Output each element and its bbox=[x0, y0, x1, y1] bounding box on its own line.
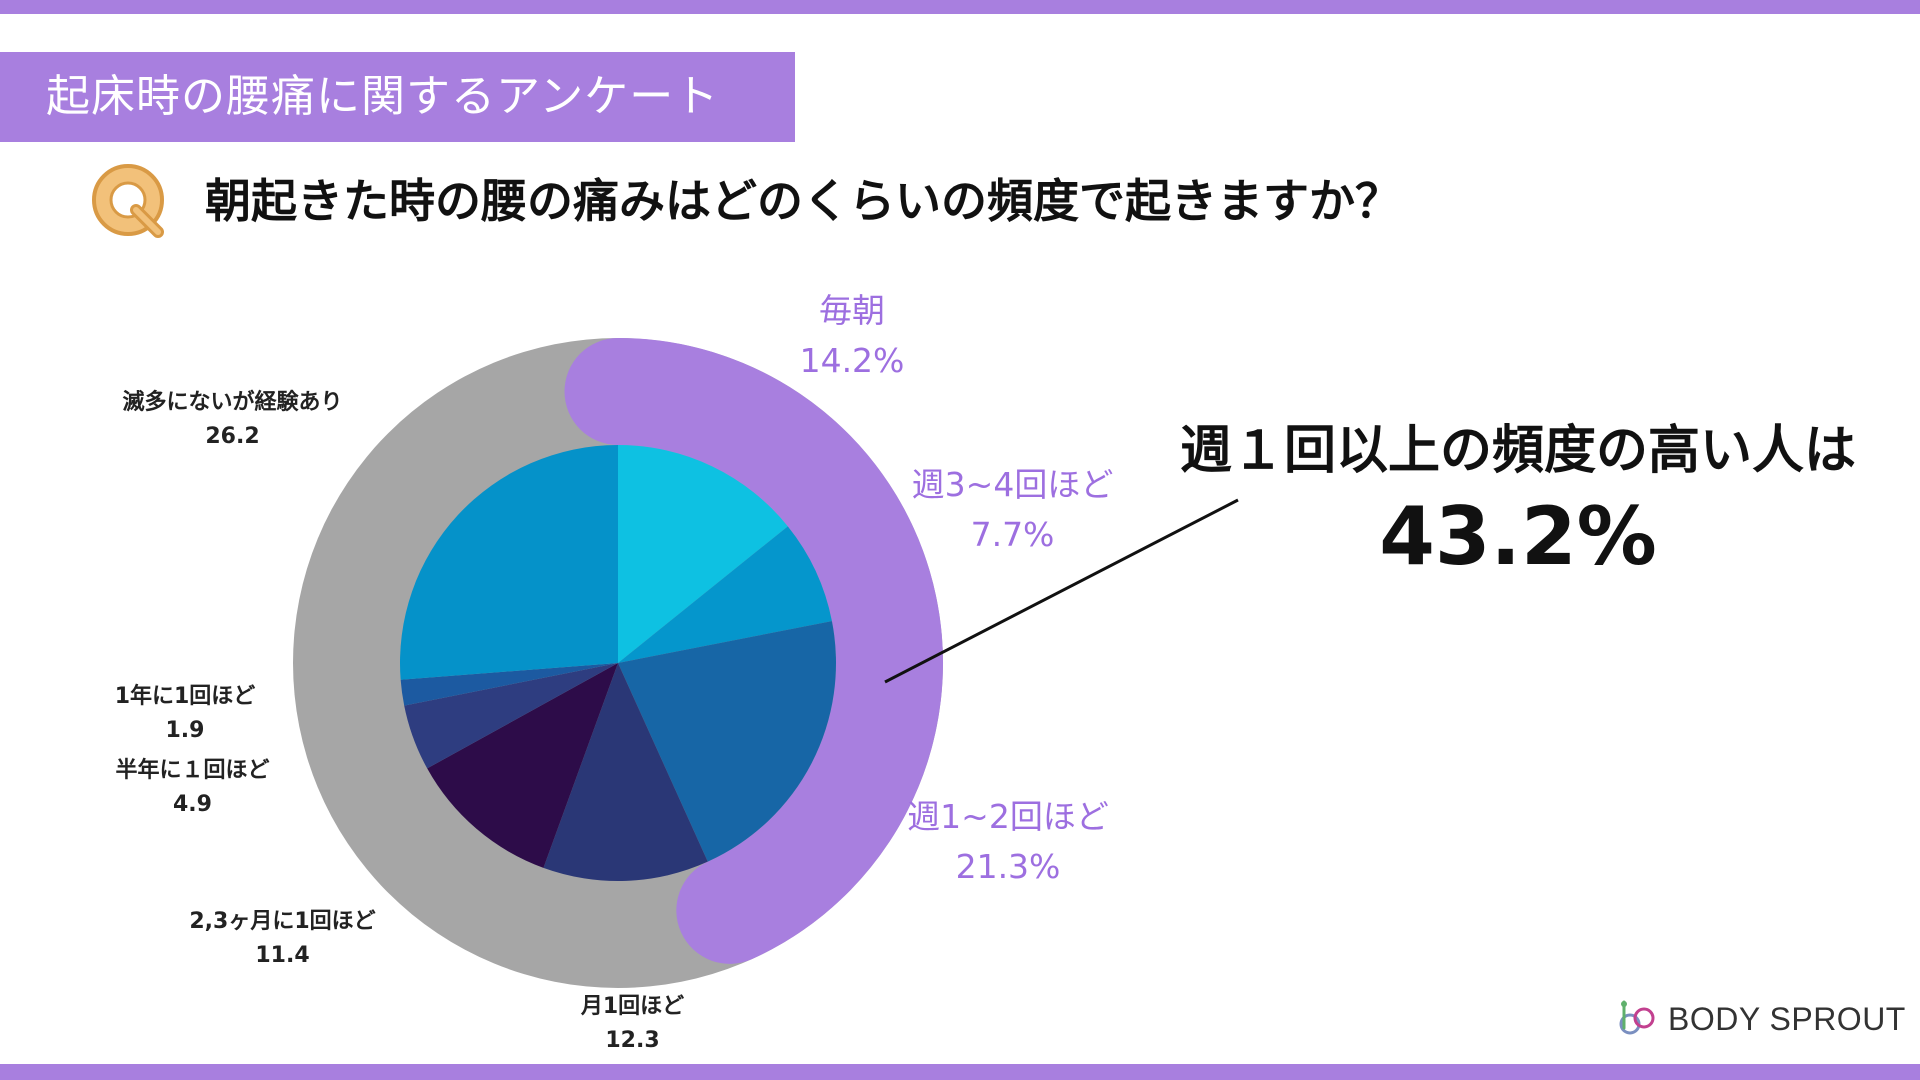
top-accent-bar bbox=[0, 0, 1920, 14]
label-yearly: 1年に1回ほど 1.9 bbox=[85, 680, 285, 748]
label-1-2-weekly: 週1~2回ほど 21.3% bbox=[888, 792, 1128, 892]
pie-slice-6 bbox=[404, 663, 618, 769]
label-every-morning-value: 14.2% bbox=[799, 341, 905, 380]
label-rarely-value: 26.2 bbox=[205, 424, 260, 449]
callout-leader-line bbox=[884, 498, 1239, 684]
callout-text: 週１回以上の頻度の高い人は bbox=[1179, 421, 1856, 481]
pie-slice-8 bbox=[400, 445, 618, 680]
label-3-4-weekly-name: 週3~4回ほど bbox=[911, 465, 1114, 504]
bottom-accent-bar bbox=[0, 1064, 1920, 1080]
label-1-2-weekly-name: 週1~2回ほど bbox=[907, 797, 1109, 836]
brand-logo: BODY SPROUT bbox=[1616, 998, 1906, 1040]
label-3-4-weekly-value: 7.7% bbox=[970, 515, 1055, 554]
label-half-year: 半年に１回ほど 4.9 bbox=[85, 754, 300, 822]
label-half-year-value: 4.9 bbox=[173, 792, 212, 817]
pie-slice-7 bbox=[400, 663, 618, 706]
label-rarely-name: 滅多にないが経験あり bbox=[122, 390, 343, 415]
question-q-icon bbox=[92, 164, 164, 238]
label-2-3-months-name: 2,3ヶ月に1回ほど bbox=[189, 909, 376, 934]
pie-slice-5 bbox=[427, 663, 618, 868]
label-rarely: 滅多にないが経験あり 26.2 bbox=[80, 386, 385, 454]
label-yearly-name: 1年に1回ほど bbox=[114, 684, 256, 709]
label-monthly-value: 12.3 bbox=[605, 1028, 660, 1053]
label-every-morning-name: 毎朝 bbox=[819, 291, 885, 330]
sprout-logo-icon bbox=[1619, 1000, 1655, 1035]
label-2-3-months-value: 11.4 bbox=[255, 943, 310, 968]
label-monthly-name: 月1回ほど bbox=[580, 994, 685, 1019]
label-half-year-name: 半年に１回ほど bbox=[115, 758, 270, 783]
callout-value: 43.2% bbox=[1379, 490, 1657, 583]
highlight-ring-arc bbox=[564, 338, 943, 964]
label-2-3-months: 2,3ヶ月に1回ほど 11.4 bbox=[160, 905, 405, 973]
label-yearly-value: 1.9 bbox=[165, 718, 205, 743]
label-1-2-weekly-value: 21.3% bbox=[955, 847, 1061, 886]
question-text: 朝起きた時の腰の痛みはどのくらいの頻度で起きますか？ bbox=[205, 174, 1401, 228]
label-monthly: 月1回ほど 12.3 bbox=[545, 990, 720, 1058]
page-banner-title: 起床時の腰痛に関するアンケート bbox=[0, 52, 795, 142]
pie-slice-1 bbox=[618, 445, 788, 663]
label-3-4-weekly: 週3~4回ほど 7.7% bbox=[895, 460, 1130, 560]
label-every-morning: 毎朝 14.2% bbox=[752, 286, 952, 386]
pie-slice-2 bbox=[618, 526, 832, 663]
pie-slice-4 bbox=[543, 663, 708, 881]
brand-logo-text: BODY SPROUT bbox=[1668, 1000, 1906, 1037]
pie-slice-3 bbox=[618, 621, 837, 862]
